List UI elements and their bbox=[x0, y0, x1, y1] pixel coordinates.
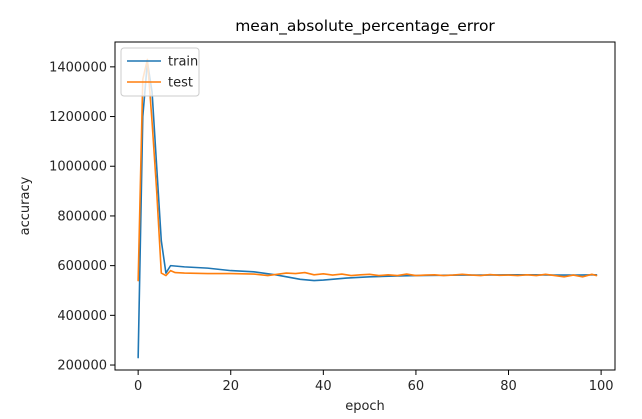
x-tick-label: 80 bbox=[500, 379, 517, 394]
y-tick-label: 1200000 bbox=[49, 110, 107, 125]
legend-box bbox=[120, 47, 200, 97]
y-tick-label: 200000 bbox=[57, 359, 107, 374]
chart-legend: train test bbox=[120, 47, 200, 97]
series-layer bbox=[137, 58, 598, 359]
y-axis-label: accuracy bbox=[18, 176, 33, 235]
x-axis-label: epoch bbox=[345, 399, 385, 414]
y-tick-label: 600000 bbox=[57, 259, 107, 274]
x-tick-label: 0 bbox=[134, 379, 142, 394]
chart-title: mean_absolute_percentage_error bbox=[235, 17, 495, 36]
x-tick-label: 60 bbox=[408, 379, 425, 394]
y-tick-label: 1000000 bbox=[49, 160, 107, 175]
y-tick-label: 400000 bbox=[57, 309, 107, 324]
y-axis: 200000 400000 600000 800000 1000000 1200000 14… bbox=[49, 60, 115, 374]
x-tick-label: 100 bbox=[589, 379, 614, 394]
y-tick-label: 1400000 bbox=[49, 60, 107, 75]
series-line-test bbox=[137, 58, 598, 282]
x-tick-label: 40 bbox=[315, 379, 332, 394]
x-axis: 0 20 40 60 80 100 bbox=[134, 370, 614, 394]
x-tick-label: 20 bbox=[222, 379, 239, 394]
y-tick-label: 800000 bbox=[57, 209, 107, 224]
legend-label-test: test bbox=[168, 76, 193, 91]
plot-area bbox=[114, 41, 616, 371]
legend-label-train: train bbox=[168, 55, 198, 70]
